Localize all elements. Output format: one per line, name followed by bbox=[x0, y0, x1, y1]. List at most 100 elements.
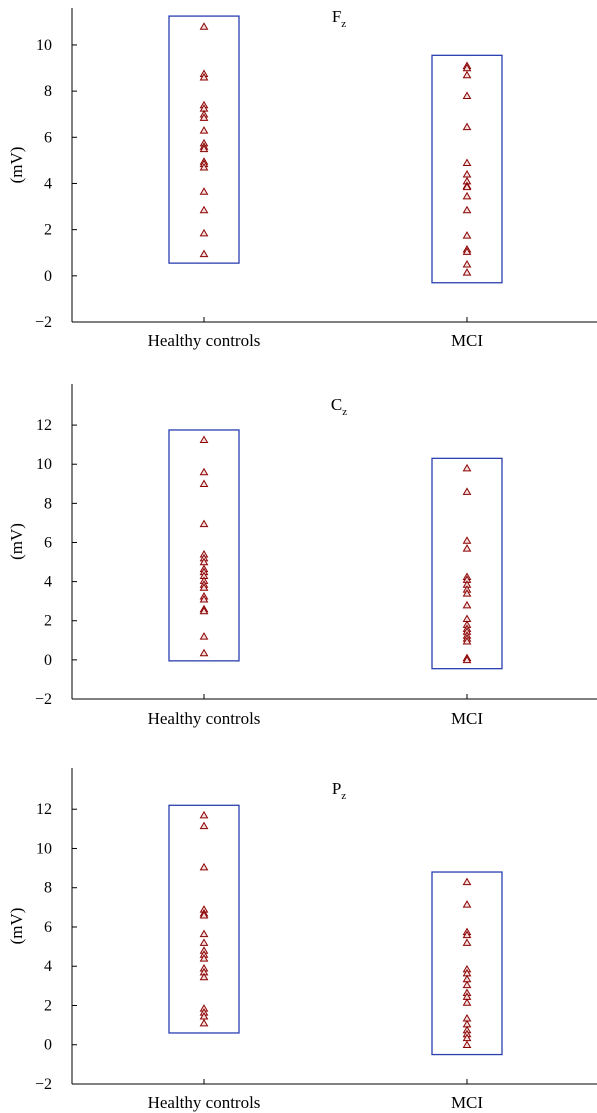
data-point-marker bbox=[462, 231, 472, 239]
data-point-marker bbox=[462, 637, 472, 645]
data-point-marker bbox=[199, 583, 209, 591]
data-point-marker bbox=[462, 70, 472, 79]
y-tick-label: 10 bbox=[36, 456, 52, 473]
data-point-marker bbox=[199, 648, 209, 657]
range-box bbox=[431, 54, 503, 284]
data-point-marker bbox=[199, 479, 209, 488]
y-tick-label: 0 bbox=[44, 1037, 52, 1054]
data-point-marker bbox=[199, 632, 209, 640]
data-point-marker bbox=[462, 544, 472, 552]
y-axis-title: (mV) bbox=[7, 908, 26, 945]
data-point-marker bbox=[199, 113, 209, 121]
data-point-marker bbox=[199, 163, 209, 171]
data-point-marker bbox=[462, 247, 472, 255]
data-point-marker bbox=[462, 260, 472, 268]
data-point-marker bbox=[462, 487, 472, 495]
y-tick-label: 2 bbox=[44, 613, 52, 630]
data-point-marker bbox=[199, 187, 209, 195]
x-category-label: Healthy controls bbox=[148, 1093, 261, 1112]
data-point-marker bbox=[462, 268, 472, 276]
panel-title: Fz bbox=[332, 7, 346, 30]
data-point-marker bbox=[462, 205, 472, 214]
data-point-marker bbox=[462, 536, 472, 544]
data-point-marker bbox=[199, 606, 209, 615]
data-point-marker bbox=[199, 144, 209, 153]
x-category-label: Healthy controls bbox=[148, 709, 261, 728]
panel-cz: −2 0 2 4 6 8 10 12 Healthy controls MCI (mV) Cz bbox=[7, 384, 597, 728]
data-point-marker bbox=[462, 877, 472, 886]
x-category-label: MCI bbox=[451, 1093, 483, 1112]
data-point-marker bbox=[462, 91, 472, 99]
data-point-marker bbox=[199, 1018, 209, 1027]
y-tick-label: 4 bbox=[44, 175, 52, 192]
y-tick-label: 4 bbox=[44, 958, 52, 975]
y-tick-label: −2 bbox=[35, 1076, 52, 1093]
data-point-marker bbox=[462, 938, 472, 946]
panel-title: Cz bbox=[331, 395, 347, 418]
data-point-marker bbox=[462, 980, 472, 989]
data-point-marker bbox=[199, 938, 209, 946]
data-point-marker bbox=[462, 463, 472, 472]
data-point-marker bbox=[462, 600, 472, 609]
y-tick-label: 8 bbox=[44, 83, 52, 100]
range-box bbox=[168, 429, 240, 662]
y-tick-label: 6 bbox=[44, 919, 52, 936]
y-tick-label: 8 bbox=[44, 495, 52, 512]
y-tick-label: −2 bbox=[35, 314, 52, 331]
data-point-marker bbox=[199, 594, 209, 603]
data-point-marker bbox=[462, 589, 472, 597]
data-point-marker bbox=[199, 862, 209, 871]
data-point-marker bbox=[199, 972, 209, 981]
y-tick-label: 8 bbox=[44, 880, 52, 897]
panel-title: Pz bbox=[332, 779, 346, 802]
y-tick-label: 12 bbox=[36, 417, 52, 434]
data-point-marker bbox=[199, 929, 209, 938]
x-category-label: Healthy controls bbox=[148, 331, 261, 350]
data-point-marker bbox=[199, 205, 209, 214]
x-category-label: MCI bbox=[451, 331, 483, 350]
range-box bbox=[431, 871, 503, 1056]
data-point-marker bbox=[462, 122, 472, 131]
panel-title-subscript: z bbox=[342, 406, 347, 418]
y-tick-label: 2 bbox=[44, 222, 52, 239]
y-tick-label: 12 bbox=[36, 801, 52, 818]
data-point-marker bbox=[199, 519, 209, 528]
data-point-marker bbox=[199, 467, 209, 476]
data-point-marker bbox=[462, 169, 472, 178]
range-box bbox=[431, 457, 503, 670]
y-tick-label: 10 bbox=[36, 840, 52, 857]
data-point-marker bbox=[462, 158, 472, 166]
data-point-marker bbox=[462, 655, 472, 664]
y-tick-label: 6 bbox=[44, 129, 52, 146]
panel-fz: −2 0 2 4 6 8 10 Healthy controls MCI (mV) Fz bbox=[7, 7, 597, 350]
panel-title-main: F bbox=[332, 7, 341, 26]
panel-title-main: P bbox=[332, 779, 341, 798]
data-point-marker bbox=[462, 1040, 472, 1048]
data-point-marker bbox=[462, 182, 472, 191]
panel-pz: −2 0 2 4 6 8 10 12 Healthy controls MCI (mV) Pz bbox=[7, 768, 597, 1112]
data-point-marker bbox=[199, 249, 209, 258]
y-axis-title: (mV) bbox=[7, 523, 26, 560]
y-tick-label: 0 bbox=[44, 652, 52, 669]
range-box bbox=[168, 804, 240, 1034]
data-point-marker bbox=[199, 821, 209, 830]
data-point-marker bbox=[462, 998, 472, 1006]
data-point-marker bbox=[199, 910, 209, 919]
y-tick-label: 4 bbox=[44, 574, 52, 591]
data-point-marker bbox=[199, 73, 209, 81]
panel-title-main: C bbox=[331, 395, 342, 414]
y-axis-title: (mV) bbox=[7, 147, 26, 184]
range-box bbox=[168, 15, 240, 264]
data-point-marker bbox=[199, 126, 209, 134]
y-tick-label: −2 bbox=[35, 691, 52, 708]
data-point-marker bbox=[199, 954, 209, 962]
data-point-marker bbox=[462, 191, 472, 200]
y-tick-label: 2 bbox=[44, 997, 52, 1014]
data-point-marker bbox=[462, 900, 472, 908]
data-point-marker bbox=[199, 228, 209, 237]
y-tick-label: 6 bbox=[44, 534, 52, 551]
y-tick-label: 10 bbox=[36, 37, 52, 54]
data-point-marker bbox=[199, 810, 209, 819]
x-category-label: MCI bbox=[451, 709, 483, 728]
